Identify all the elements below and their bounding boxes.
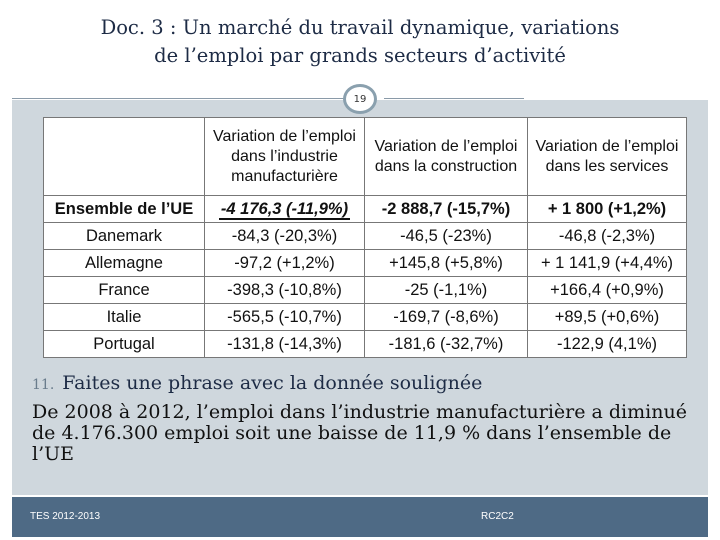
table-cell: -131,8 (-14,3%)	[204, 330, 365, 358]
table-row: Italie -565,5 (-10,7%) -169,7 (-8,6%) +8…	[43, 303, 687, 331]
table-cell: +166,4 (+0,9%)	[527, 276, 687, 304]
table-row: Ensemble de l’UE -4 176,3 (-11,9%) -2 88…	[43, 195, 687, 223]
table-row: Allemagne -97,2 (+1,2%) +145,8 (+5,8%) +…	[43, 249, 687, 277]
answer-text: De 2008 à 2012, l’emploi dans l’industri…	[32, 401, 687, 465]
title-line-2: de l’emploi par grands secteurs d’activi…	[154, 44, 566, 67]
table-cell: + 1 141,9 (+4,4%)	[527, 249, 687, 277]
table-row: France -398,3 (-10,8%) -25 (-1,1%) +166,…	[43, 276, 687, 304]
footer-class-label: TES 2012-2013	[30, 511, 101, 522]
table-cell: -122,9 (4,1%)	[527, 330, 687, 358]
title-divider-left	[12, 98, 348, 99]
table-cell: -46,5 (-23%)	[364, 222, 528, 250]
row-label: Ensemble de l’UE	[43, 195, 205, 223]
table-header-construction: Variation de l’emploi dans la constructi…	[364, 117, 528, 196]
table-cell: -84,3 (-20,3%)	[204, 222, 365, 250]
slide-title: Doc. 3 : Un marché du travail dynamique,…	[0, 14, 720, 70]
table-cell: -2 888,7 (-15,7%)	[364, 195, 528, 223]
footer-bar	[12, 497, 708, 537]
row-label: France	[43, 276, 205, 304]
footer-chapter-label: RC2C2	[481, 511, 514, 522]
employment-variation-table: Variation de l’emploi dans l’industrie m…	[43, 117, 687, 358]
table-cell: -46,8 (-2,3%)	[527, 222, 687, 250]
table-cell: -398,3 (-10,8%)	[204, 276, 365, 304]
row-label: Allemagne	[43, 249, 205, 277]
table-cell: -169,7 (-8,6%)	[364, 303, 528, 331]
title-divider-right	[384, 98, 524, 99]
table-row: Portugal -131,8 (-14,3%) -181,6 (-32,7%)…	[43, 330, 687, 358]
table-cell-highlighted: -4 176,3 (-11,9%)	[204, 195, 365, 223]
table-row: Danemark -84,3 (-20,3%) -46,5 (-23%) -46…	[43, 222, 687, 250]
table-header-services: Variation de l’emploi dans les services	[527, 117, 687, 196]
title-line-1: Doc. 3 : Un marché du travail dynamique,…	[100, 16, 620, 39]
row-label: Danemark	[43, 222, 205, 250]
table-cell: -565,5 (-10,7%)	[204, 303, 365, 331]
table-cell: + 1 800 (+1,2%)	[527, 195, 687, 223]
row-label: Italie	[43, 303, 205, 331]
table-cell: -181,6 (-32,7%)	[364, 330, 528, 358]
table-cell: -97,2 (+1,2%)	[204, 249, 365, 277]
slide-number-badge: 19	[343, 84, 377, 114]
table-header-row: Variation de l’emploi dans l’industrie m…	[43, 117, 687, 196]
table-cell: +145,8 (+5,8%)	[364, 249, 528, 277]
question-label: Faites une phrase avec la donnée soulign…	[62, 372, 483, 394]
table-cell: -25 (-1,1%)	[364, 276, 528, 304]
question-text: 11. Faites une phrase avec la donnée soul…	[32, 372, 482, 394]
table-header-industry: Variation de l’emploi dans l’industrie m…	[204, 117, 365, 196]
question-number: 11.	[32, 377, 55, 393]
table-cell: +89,5 (+0,6%)	[527, 303, 687, 331]
row-label: Portugal	[43, 330, 205, 358]
table-header-empty	[43, 117, 205, 196]
underlined-value: -4 176,3 (-11,9%)	[218, 199, 351, 220]
